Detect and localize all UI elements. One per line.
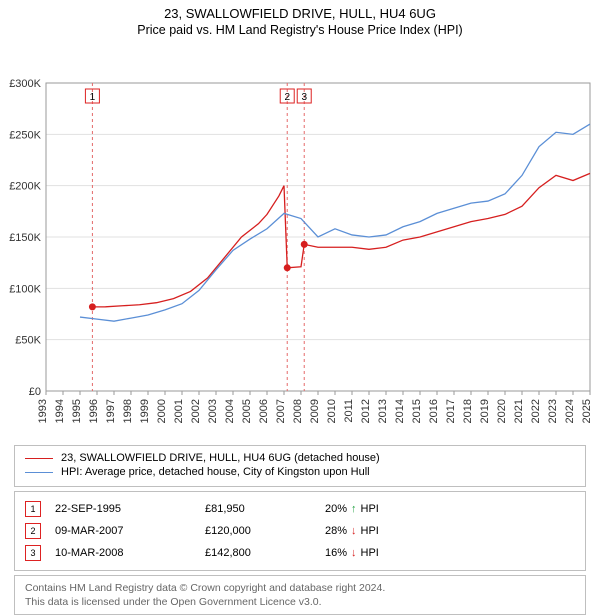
- legend-swatch-price-paid: [25, 458, 53, 459]
- chart-container: £0 £50K £100K £150K £200K £250K £300K 1993 1994 1…: [0, 37, 600, 437]
- svg-text:2008: 2008: [292, 399, 304, 423]
- table-row: 3 10-MAR-2008 £142,800 16% ↓ HPI: [25, 542, 575, 564]
- svg-text:£100K: £100K: [9, 283, 41, 295]
- svg-text:2017: 2017: [445, 399, 457, 423]
- svg-text:2000: 2000: [156, 399, 168, 423]
- svg-text:2011: 2011: [343, 399, 355, 423]
- svg-text:2002: 2002: [190, 399, 202, 423]
- svg-text:2021: 2021: [513, 399, 525, 423]
- svg-text:2010: 2010: [326, 399, 338, 423]
- svg-text:1995: 1995: [71, 399, 83, 423]
- arrow-down-icon: ↓: [351, 547, 357, 559]
- legend-item-hpi: HPI: Average price, detached house, City…: [25, 466, 575, 478]
- svg-text:2012: 2012: [360, 399, 372, 423]
- table-row: 2 09-MAR-2007 £120,000 28% ↓ HPI: [25, 520, 575, 542]
- sale-pct: 28%: [325, 525, 347, 537]
- svg-text:2018: 2018: [462, 399, 474, 423]
- svg-text:£50K: £50K: [15, 335, 41, 347]
- svg-text:2020: 2020: [496, 399, 508, 423]
- header: 23, SWALLOWFIELD DRIVE, HULL, HU4 6UG Pr…: [0, 0, 600, 37]
- svg-text:£250K: £250K: [9, 129, 41, 141]
- legend-label-hpi: HPI: Average price, detached house, City…: [61, 466, 370, 478]
- sale-delta: 20% ↑ HPI: [325, 503, 379, 515]
- svg-text:2013: 2013: [377, 399, 389, 423]
- sale-delta: 28% ↓ HPI: [325, 525, 379, 537]
- svg-text:2019: 2019: [479, 399, 491, 423]
- svg-text:2023: 2023: [547, 399, 559, 423]
- svg-text:£150K: £150K: [9, 232, 41, 244]
- svg-text:2007: 2007: [275, 399, 287, 423]
- svg-text:1996: 1996: [88, 399, 100, 423]
- svg-text:2004: 2004: [224, 399, 236, 423]
- svg-text:2009: 2009: [309, 399, 321, 423]
- sale-marker-1: 1: [25, 501, 41, 517]
- svg-text:2006: 2006: [258, 399, 270, 423]
- sale-delta: 16% ↓ HPI: [325, 547, 379, 559]
- legend-swatch-hpi: [25, 472, 53, 473]
- svg-text:1993: 1993: [37, 399, 49, 423]
- sale-suffix: HPI: [361, 547, 379, 559]
- legend-item-price-paid: 23, SWALLOWFIELD DRIVE, HULL, HU4 6UG (d…: [25, 452, 575, 464]
- svg-text:3: 3: [301, 92, 307, 103]
- svg-text:1994: 1994: [54, 399, 66, 423]
- svg-text:2024: 2024: [564, 399, 576, 423]
- sale-pct: 16%: [325, 547, 347, 559]
- sale-date: 22-SEP-1995: [55, 503, 205, 515]
- svg-text:2003: 2003: [207, 399, 219, 423]
- sale-date: 09-MAR-2007: [55, 525, 205, 537]
- license-line-2: This data is licensed under the Open Gov…: [25, 595, 575, 609]
- svg-text:1999: 1999: [139, 399, 151, 423]
- sales-table: 1 22-SEP-1995 £81,950 20% ↑ HPI 2 09-MAR…: [14, 491, 586, 571]
- page-subtitle: Price paid vs. HM Land Registry's House …: [0, 23, 600, 37]
- legend-label-price-paid: 23, SWALLOWFIELD DRIVE, HULL, HU4 6UG (d…: [61, 452, 380, 464]
- arrow-up-icon: ↑: [351, 503, 357, 515]
- sale-marker-2: 2: [25, 523, 41, 539]
- svg-text:£0: £0: [29, 386, 41, 398]
- page-title: 23, SWALLOWFIELD DRIVE, HULL, HU4 6UG: [0, 6, 600, 21]
- svg-text:2: 2: [284, 92, 290, 103]
- svg-text:£200K: £200K: [9, 181, 41, 193]
- svg-text:2005: 2005: [241, 399, 253, 423]
- legend: 23, SWALLOWFIELD DRIVE, HULL, HU4 6UG (d…: [14, 445, 586, 487]
- svg-text:2016: 2016: [428, 399, 440, 423]
- sale-pct: 20%: [325, 503, 347, 515]
- svg-text:1997: 1997: [105, 399, 117, 423]
- sale-price: £81,950: [205, 503, 325, 515]
- svg-text:2015: 2015: [411, 399, 423, 423]
- svg-text:1998: 1998: [122, 399, 134, 423]
- sale-date: 10-MAR-2008: [55, 547, 205, 559]
- line-chart: £0 £50K £100K £150K £200K £250K £300K 1993 1994 1…: [0, 37, 600, 437]
- sale-suffix: HPI: [361, 503, 379, 515]
- sale-marker-3: 3: [25, 545, 41, 561]
- arrow-down-icon: ↓: [351, 525, 357, 537]
- sale-price: £142,800: [205, 547, 325, 559]
- table-row: 1 22-SEP-1995 £81,950 20% ↑ HPI: [25, 498, 575, 520]
- license-line-1: Contains HM Land Registry data © Crown c…: [25, 581, 575, 595]
- svg-text:£300K: £300K: [9, 78, 41, 90]
- sale-suffix: HPI: [361, 525, 379, 537]
- sale-price: £120,000: [205, 525, 325, 537]
- svg-text:2025: 2025: [581, 399, 593, 423]
- svg-text:2014: 2014: [394, 399, 406, 423]
- license-notice: Contains HM Land Registry data © Crown c…: [14, 575, 586, 615]
- svg-text:2001: 2001: [173, 399, 185, 423]
- svg-text:1: 1: [90, 92, 96, 103]
- svg-text:2022: 2022: [530, 399, 542, 423]
